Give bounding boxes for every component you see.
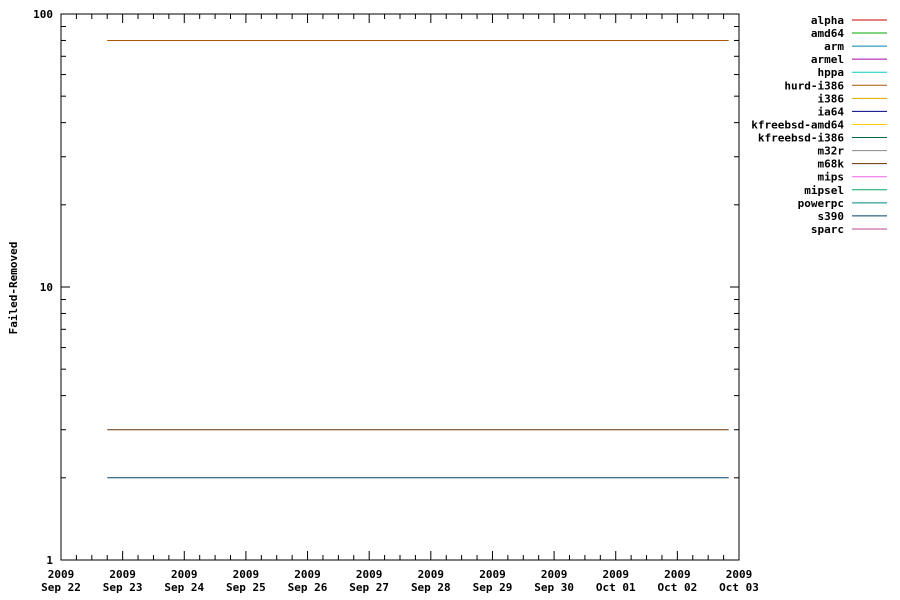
y-axis-label: Failed-Removed (7, 242, 20, 335)
x-tick-year-label: 2009 (664, 568, 691, 581)
y-tick-label: 10 (40, 281, 53, 294)
y-tick-label: 100 (33, 8, 53, 21)
legend-label: sparc (811, 223, 844, 236)
x-tick-year-label: 2009 (294, 568, 321, 581)
x-tick-label: Sep 25 (226, 581, 266, 594)
x-tick-label: Oct 02 (657, 581, 697, 594)
legend-label: hppa (818, 66, 845, 79)
x-tick-year-label: 2009 (541, 568, 568, 581)
x-tick-label: Sep 30 (534, 581, 574, 594)
x-tick-label: Sep 26 (288, 581, 328, 594)
legend-label: powerpc (798, 197, 844, 210)
legend: alphaamd64armarmelhppahurd-i386i386ia64k… (751, 14, 887, 236)
x-tick-label: Sep 29 (473, 581, 513, 594)
x-tick-label: Oct 03 (719, 581, 759, 594)
legend-label: amd64 (811, 27, 844, 40)
y-tick-label: 1 (46, 554, 53, 567)
x-tick-year-label: 2009 (356, 568, 383, 581)
legend-label: mipsel (804, 184, 844, 197)
x-tick-label: Sep 22 (41, 581, 81, 594)
x-tick-year-label: 2009 (48, 568, 75, 581)
series-lines (107, 40, 729, 479)
x-tick-year-label: 2009 (726, 568, 753, 581)
legend-label: armel (811, 53, 844, 66)
x-tick-year-label: 2009 (602, 568, 629, 581)
legend-label: i386 (818, 92, 845, 105)
legend-label: hurd-i386 (784, 79, 844, 92)
x-tick-label: Oct 01 (596, 581, 636, 594)
legend-label: m32r (818, 145, 845, 158)
legend-label: m68k (818, 158, 845, 171)
legend-label: arm (824, 40, 844, 53)
x-tick-year-label: 2009 (418, 568, 445, 581)
x-tick-label: Sep 23 (103, 581, 143, 594)
x-tick-year-label: 2009 (109, 568, 136, 581)
x-tick-label: Sep 27 (349, 581, 389, 594)
legend-label: kfreebsd-i386 (758, 132, 844, 145)
legend-label: ia64 (818, 105, 845, 118)
x-tick-label: Sep 24 (164, 581, 204, 594)
legend-label: alpha (811, 14, 844, 27)
x-tick-year-label: 2009 (479, 568, 506, 581)
legend-label: s390 (818, 210, 845, 223)
legend-label: kfreebsd-amd64 (751, 118, 844, 131)
x-tick-label: Sep 28 (411, 581, 451, 594)
x-tick-year-label: 2009 (171, 568, 198, 581)
x-tick-year-label: 2009 (233, 568, 260, 581)
legend-label: mips (818, 171, 845, 184)
